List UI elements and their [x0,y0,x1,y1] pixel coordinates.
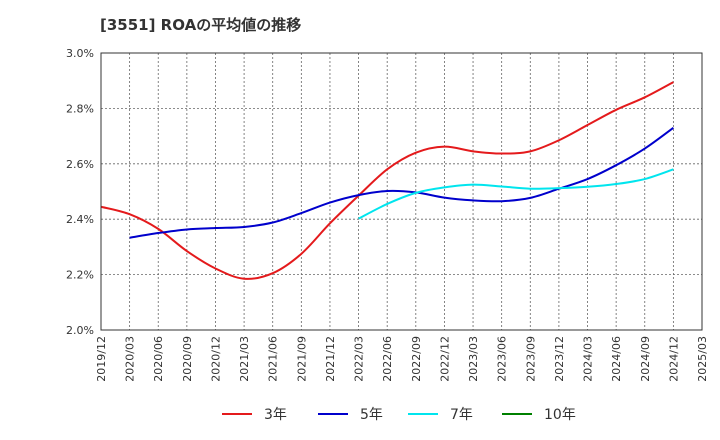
x-tick-label: 2024/06 [610,336,623,382]
y-tick-label: 2.0% [66,324,94,337]
x-tick-label: 2024/12 [667,336,680,382]
chart-title: [3551] ROAの平均値の推移 [100,16,301,34]
x-tick-label: 2022/12 [438,336,451,382]
x-tick-label: 2023/03 [467,336,480,382]
x-tick-label: 2019/12 [95,336,108,382]
grid-lines [101,53,702,330]
legend: 3年 5年 7年 10年 [222,407,576,423]
y-tick-label: 2.4% [66,213,94,226]
x-tick-label: 2023/12 [553,336,566,382]
x-tick-label: 2021/03 [238,336,251,382]
x-tick-label: 2024/09 [639,336,652,382]
y-axis: 2.0% 2.2% 2.4% 2.6% 2.8% 3.0% [66,47,94,337]
x-tick-label: 2022/09 [410,336,423,382]
x-tick-label: 2020/06 [152,336,165,382]
x-tick-label: 2023/06 [496,336,509,382]
x-tick-label: 2024/03 [582,336,595,382]
x-tick-label: 2022/03 [353,336,366,382]
y-tick-label: 3.0% [66,47,94,60]
legend-label: 3年 [264,407,287,423]
legend-label: 5年 [360,407,383,423]
legend-label: 7年 [450,407,473,423]
series-line-3 [358,168,674,220]
x-tick-label: 2025/03 [696,336,709,382]
y-tick-label: 2.2% [66,269,94,282]
x-tick-label: 2020/03 [124,336,137,382]
x-tick-label: 2021/06 [267,336,280,382]
y-tick-label: 2.8% [66,102,94,115]
x-tick-label: 2022/06 [381,336,394,382]
x-tick-label: 2020/12 [209,336,222,382]
series-line-2 [129,126,674,239]
plot-frame [100,52,703,331]
x-tick-label: 2021/12 [324,336,337,382]
x-tick-label: 2021/09 [295,336,308,382]
x-tick-label: 2023/09 [524,336,537,382]
legend-label: 10年 [544,407,576,423]
series-lines [100,81,674,280]
x-tick-label: 2020/09 [181,336,194,382]
y-tick-label: 2.6% [66,158,94,171]
series-line-1 [100,81,674,280]
x-axis: 2019/12 2020/03 2020/06 2020/09 2020/12 2021/… [95,336,709,382]
